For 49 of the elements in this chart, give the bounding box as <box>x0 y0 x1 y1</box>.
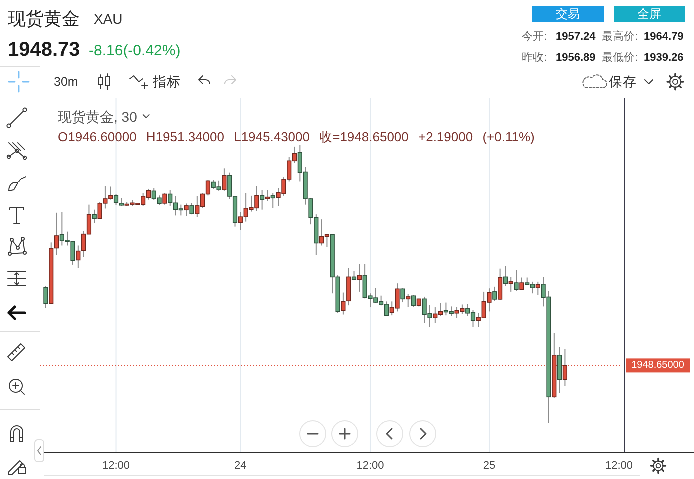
annotation: 1957.24 <box>556 31 596 43</box>
candlestick <box>400 288 406 304</box>
candlestick <box>44 286 48 309</box>
candlestick <box>92 209 97 224</box>
candlestick <box>341 292 346 316</box>
annotation: 现货黄金, 30 <box>58 109 138 125</box>
candlestick <box>260 190 265 210</box>
candlestick <box>406 294 411 308</box>
x-tick-label: 12:00 <box>102 460 130 472</box>
title: 现货黄金 <box>8 9 80 29</box>
candlestick <box>357 264 362 292</box>
candlestick <box>184 203 189 217</box>
x-tick-label: 24 <box>234 460 247 472</box>
button: 全屏 <box>614 6 685 22</box>
subtitle: XAU <box>94 11 123 27</box>
annotation: O1946.60000 H1951.34000 L1945.43000 收=1948.65000 +2.19000 (+0.11%) <box>58 130 535 144</box>
candlestick <box>514 270 519 292</box>
candlestick <box>162 192 168 206</box>
price-label: 1948.65000 <box>626 358 690 373</box>
annotation: 指标 <box>153 74 181 90</box>
annotation: 1956.89 <box>556 52 596 64</box>
annotation: 保存 <box>609 74 637 90</box>
annotation: 最高价: <box>602 31 638 43</box>
candlestick <box>562 348 568 387</box>
button: 交易 <box>532 6 604 22</box>
candlestick <box>411 294 416 308</box>
x-tick-label: 12:00 <box>606 460 634 472</box>
candlestick <box>270 192 276 209</box>
candlestick <box>536 281 540 296</box>
candlestick <box>508 276 514 292</box>
candlestick <box>503 266 508 287</box>
annotation: 最低价: <box>602 52 638 64</box>
candlestick <box>265 190 270 202</box>
annotation: 昨收: <box>522 52 548 64</box>
annotation: -8.16(-0.42%) <box>89 42 181 60</box>
candlestick <box>498 268 503 301</box>
candlestick <box>346 268 352 306</box>
candlestick <box>492 286 498 302</box>
candlestick <box>222 168 227 192</box>
candlestick <box>520 277 524 290</box>
annotation: 1939.26 <box>644 52 684 64</box>
x-tick-label: 12:00 <box>356 460 384 472</box>
annotation: 今开: <box>522 31 548 43</box>
annotation: 1948.73 <box>8 39 80 61</box>
annotation: 1964.79 <box>644 31 684 43</box>
annotation: 30m <box>54 75 78 89</box>
candlestick <box>76 245 81 269</box>
candlestick <box>114 193 119 206</box>
x-tick-label: 25 <box>483 460 496 472</box>
